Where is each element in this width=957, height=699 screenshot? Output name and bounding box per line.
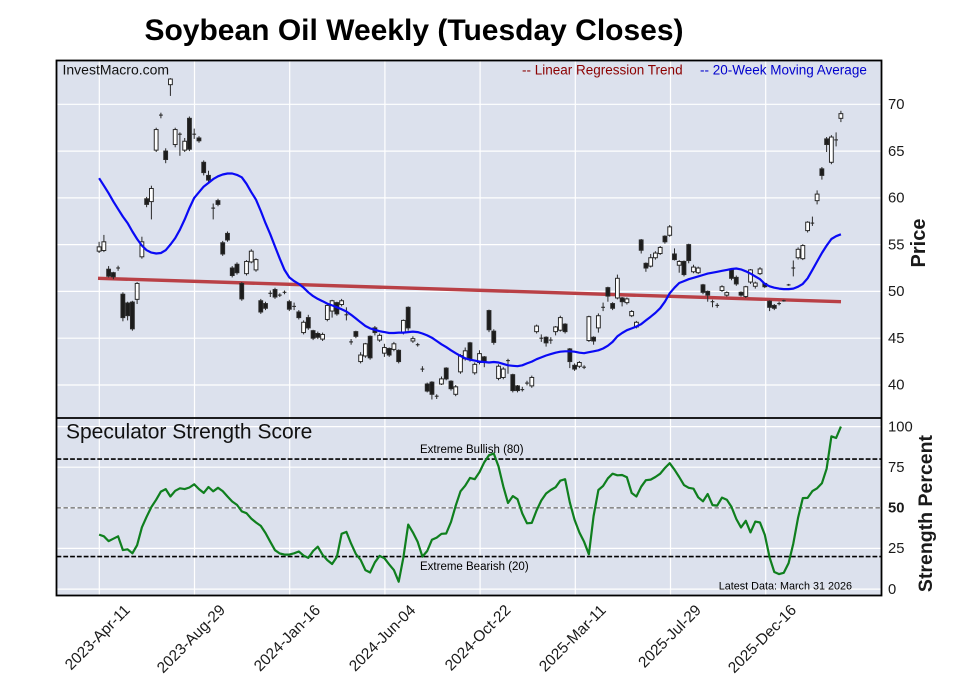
svg-text:Extreme Bearish (20): Extreme Bearish (20) [420, 561, 529, 573]
svg-text:Price: Price [908, 219, 930, 268]
svg-text:25: 25 [888, 541, 904, 557]
svg-text:-- Linear Regression Trend: -- Linear Regression Trend [522, 63, 683, 78]
svg-text:-- 20-Week Moving Average: -- 20-Week Moving Average [700, 63, 867, 78]
svg-text:60: 60 [888, 191, 904, 207]
svg-text:40: 40 [888, 378, 904, 394]
svg-text:0: 0 [888, 582, 896, 598]
svg-text:70: 70 [888, 97, 904, 113]
svg-text:55: 55 [888, 237, 904, 253]
svg-text:Speculator Strength Score: Speculator Strength Score [66, 421, 312, 444]
svg-text:50: 50 [888, 501, 904, 517]
svg-text:45: 45 [888, 331, 904, 347]
svg-text:Latest Data: March 31 2026: Latest Data: March 31 2026 [719, 581, 852, 593]
svg-text:Soybean Oil Weekly (Tuesday Cl: Soybean Oil Weekly (Tuesday Closes) [144, 14, 683, 47]
svg-text:100: 100 [888, 419, 913, 435]
svg-text:Strength Percent: Strength Percent [915, 434, 937, 592]
svg-text:50: 50 [888, 284, 904, 300]
svg-text:InvestMacro.com: InvestMacro.com [63, 62, 170, 78]
svg-text:75: 75 [888, 460, 904, 476]
svg-text:65: 65 [888, 144, 904, 160]
svg-text:Extreme Bullish (80): Extreme Bullish (80) [420, 444, 524, 456]
